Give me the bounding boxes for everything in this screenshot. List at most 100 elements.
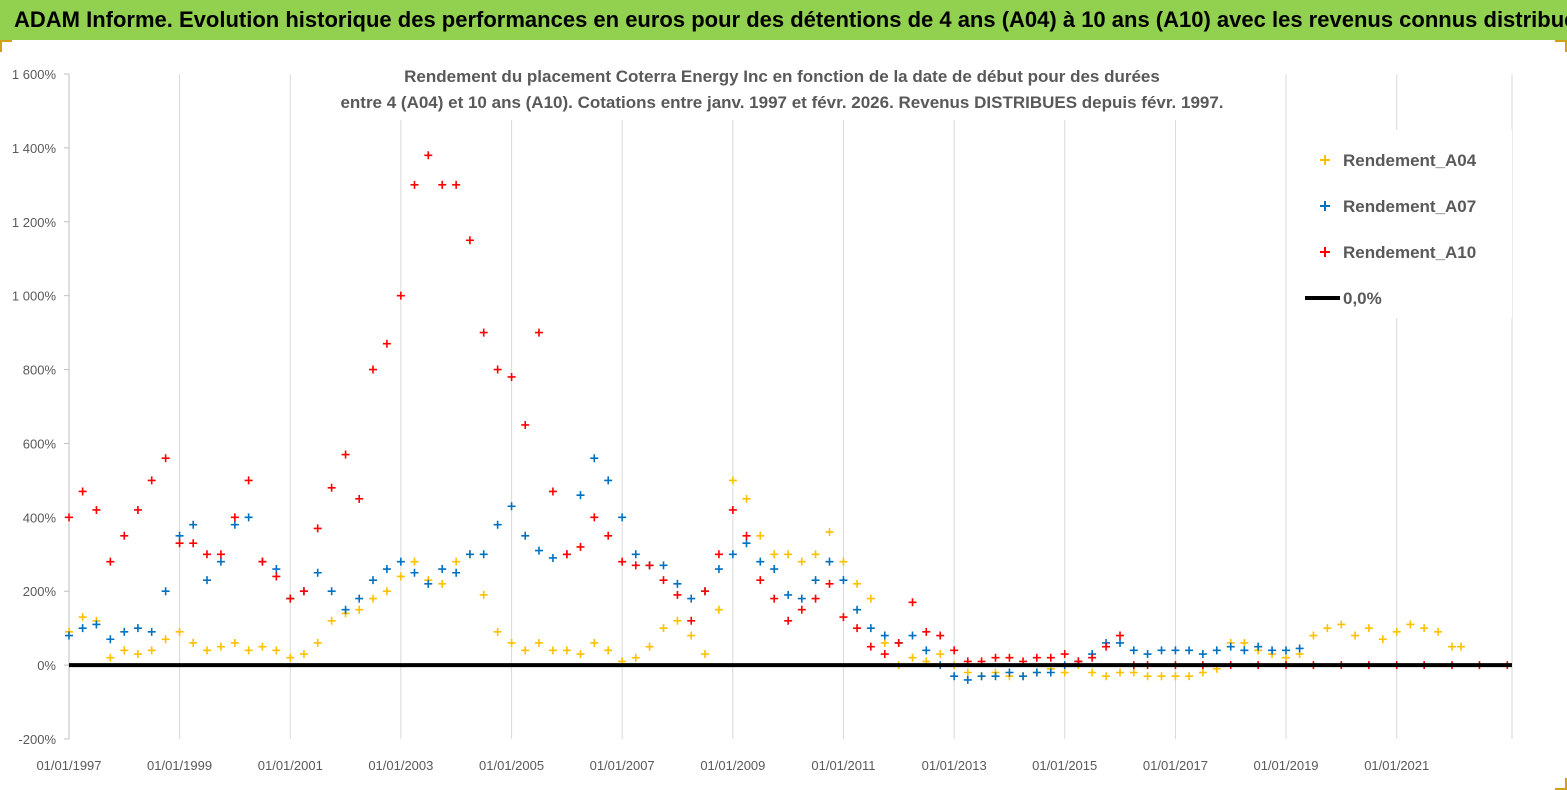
data-point bbox=[410, 557, 419, 566]
x-tick-label: 01/01/2011 bbox=[811, 758, 875, 773]
data-point bbox=[479, 550, 488, 559]
data-point bbox=[327, 587, 336, 596]
data-point bbox=[175, 531, 184, 540]
data-point bbox=[382, 565, 391, 574]
data-point bbox=[659, 561, 668, 570]
data-point bbox=[78, 624, 87, 633]
y-axis-ticks: -200% 0% 200% 400% 600% 800% 1 000% 1 200% 1 400… bbox=[12, 67, 69, 747]
data-point bbox=[65, 631, 73, 640]
data-point bbox=[950, 672, 959, 681]
data-point bbox=[452, 180, 461, 189]
data-point bbox=[811, 550, 820, 559]
data-point bbox=[438, 180, 447, 189]
data-point bbox=[673, 590, 682, 599]
data-point bbox=[313, 568, 322, 577]
data-point bbox=[327, 616, 336, 625]
data-point bbox=[908, 653, 917, 662]
data-point bbox=[866, 642, 875, 651]
data-point bbox=[1129, 646, 1138, 655]
data-point bbox=[175, 627, 184, 636]
data-point bbox=[382, 339, 391, 348]
data-point bbox=[977, 672, 986, 681]
data-point bbox=[202, 576, 211, 585]
data-point bbox=[216, 557, 225, 566]
data-point bbox=[382, 587, 391, 596]
legend-marker bbox=[1320, 247, 1330, 257]
data-point bbox=[963, 668, 972, 677]
data-point bbox=[1143, 672, 1152, 681]
data-point bbox=[1198, 650, 1207, 659]
data-point bbox=[839, 576, 848, 585]
data-point bbox=[534, 546, 543, 555]
data-point bbox=[272, 646, 281, 655]
data-point bbox=[1129, 668, 1138, 677]
data-point bbox=[714, 550, 723, 559]
data-point bbox=[839, 613, 848, 622]
data-point bbox=[1102, 642, 1111, 651]
data-point bbox=[687, 616, 696, 625]
data-point bbox=[687, 631, 696, 640]
data-point bbox=[548, 646, 557, 655]
data-point bbox=[106, 557, 115, 566]
data-point bbox=[1116, 638, 1125, 647]
data-point bbox=[1282, 646, 1291, 655]
data-point bbox=[894, 638, 903, 647]
y-tick-label: 1 400% bbox=[12, 141, 57, 156]
data-point bbox=[230, 513, 239, 522]
data-point bbox=[355, 494, 364, 503]
data-point bbox=[1088, 668, 1097, 677]
data-point bbox=[161, 454, 170, 463]
data-point bbox=[728, 505, 737, 514]
data-point bbox=[1157, 646, 1166, 655]
x-tick-label: 01/01/2001 bbox=[258, 758, 323, 773]
data-point bbox=[133, 650, 142, 659]
data-point bbox=[396, 291, 405, 300]
data-point bbox=[908, 598, 917, 607]
x-tick-label: 01/01/1997 bbox=[36, 758, 101, 773]
legend-marker bbox=[1320, 201, 1330, 211]
data-point bbox=[908, 631, 917, 640]
data-point bbox=[1046, 653, 1055, 662]
data-point bbox=[590, 638, 599, 647]
x-tick-label: 01/01/2015 bbox=[1032, 758, 1097, 773]
data-point bbox=[936, 650, 945, 659]
x-tick-label: 01/01/2013 bbox=[922, 758, 987, 773]
data-point bbox=[1282, 653, 1291, 662]
legend-label: Rendement_A10 bbox=[1343, 243, 1476, 262]
data-point bbox=[341, 450, 350, 459]
data-point bbox=[1309, 631, 1318, 640]
data-point bbox=[534, 328, 543, 337]
data-point bbox=[1171, 646, 1180, 655]
data-point bbox=[1240, 638, 1249, 647]
data-point bbox=[1060, 650, 1069, 659]
report-banner-title: ADAM Informe. Evolution historique des p… bbox=[0, 0, 1567, 40]
data-point bbox=[1378, 635, 1387, 644]
data-point bbox=[341, 605, 350, 614]
data-point bbox=[438, 565, 447, 574]
data-point bbox=[465, 550, 474, 559]
data-point bbox=[534, 638, 543, 647]
data-point bbox=[659, 624, 668, 633]
data-point bbox=[465, 236, 474, 245]
data-point bbox=[258, 557, 267, 566]
data-point bbox=[147, 646, 156, 655]
data-point bbox=[645, 561, 654, 570]
data-point bbox=[258, 642, 267, 651]
data-point bbox=[1240, 646, 1249, 655]
legend-label: Rendement_A07 bbox=[1343, 197, 1476, 216]
data-point bbox=[424, 151, 433, 160]
data-point bbox=[175, 539, 184, 548]
data-point bbox=[1060, 668, 1069, 677]
y-tick-label: 200% bbox=[23, 584, 57, 599]
y-tick-label: 600% bbox=[23, 436, 57, 451]
data-point bbox=[880, 638, 889, 647]
data-point bbox=[1088, 653, 1097, 662]
data-point bbox=[1185, 646, 1194, 655]
data-point bbox=[853, 624, 862, 633]
data-point bbox=[161, 587, 170, 596]
data-point bbox=[562, 646, 571, 655]
data-point bbox=[673, 616, 682, 625]
data-point bbox=[1157, 672, 1166, 681]
y-tick-label: 1 200% bbox=[12, 215, 57, 230]
